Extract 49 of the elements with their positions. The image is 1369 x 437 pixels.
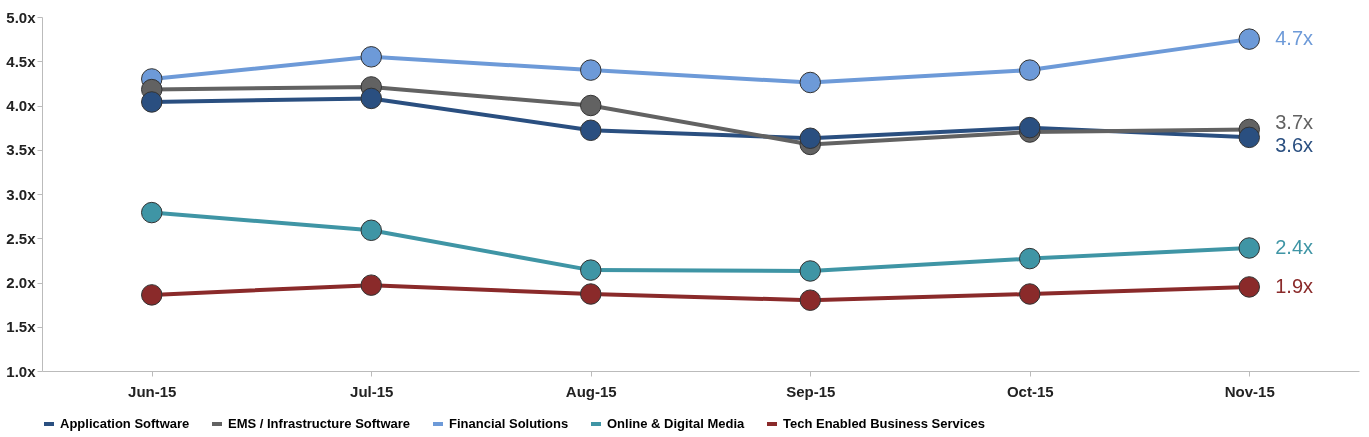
point: [1238, 28, 1260, 50]
point: [1019, 59, 1041, 81]
point: [580, 94, 602, 117]
x-tick-label: Sep-15: [786, 382, 836, 400]
point: [580, 59, 602, 81]
y-tick-label: 3.0x: [6, 185, 37, 203]
x-tick-label: Nov-15: [1224, 382, 1275, 400]
data-label: 2.4x: [1275, 235, 1314, 258]
y-tick-label: 2.0x: [6, 274, 37, 291]
x-tick-label: Jun-15: [128, 382, 177, 400]
point: [1019, 283, 1041, 305]
point: [141, 284, 163, 306]
point: [799, 260, 821, 282]
point: [360, 87, 382, 110]
point: [141, 201, 163, 224]
point: [580, 119, 602, 142]
point: [360, 274, 382, 296]
y-tick-label: 1.0x: [6, 362, 37, 380]
point: [360, 219, 382, 242]
y-tick-label: 5.0x: [6, 8, 37, 26]
point: [141, 91, 163, 113]
legend-label: Application Software: [60, 416, 190, 431]
data-label: 3.6x: [1275, 133, 1314, 156]
y-tick-label: 4.5x: [6, 52, 37, 70]
point: [799, 127, 821, 149]
y-tick-label: 4.0x: [6, 97, 37, 114]
point: [1019, 116, 1041, 139]
legend-label: EMS / Infrastructure Software: [228, 416, 411, 431]
point: [580, 283, 602, 305]
y-tick-label: 1.5x: [6, 318, 37, 336]
legend-label: Tech Enabled Business Services: [783, 416, 986, 431]
x-tick-label: Oct-15: [1006, 382, 1054, 400]
x-tick-label: Aug-15: [565, 382, 617, 400]
point: [1238, 126, 1260, 149]
y-tick-label: 3.5x: [6, 141, 37, 159]
y-tick-label: 2.5x: [6, 229, 37, 247]
x-tick-label: Jul-15: [350, 382, 394, 400]
data-label: 4.7x: [1275, 27, 1314, 50]
point: [360, 46, 382, 68]
data-label: 3.7x: [1275, 111, 1314, 134]
legend-label: Online & Digital Media: [607, 416, 746, 431]
data-label: 1.9x: [1275, 274, 1314, 297]
point: [580, 259, 602, 281]
point: [1019, 247, 1041, 270]
point: [1238, 276, 1260, 298]
legend-label: Financial Solutions: [449, 416, 569, 431]
point: [1238, 237, 1260, 259]
point: [799, 289, 821, 311]
point: [799, 71, 821, 94]
